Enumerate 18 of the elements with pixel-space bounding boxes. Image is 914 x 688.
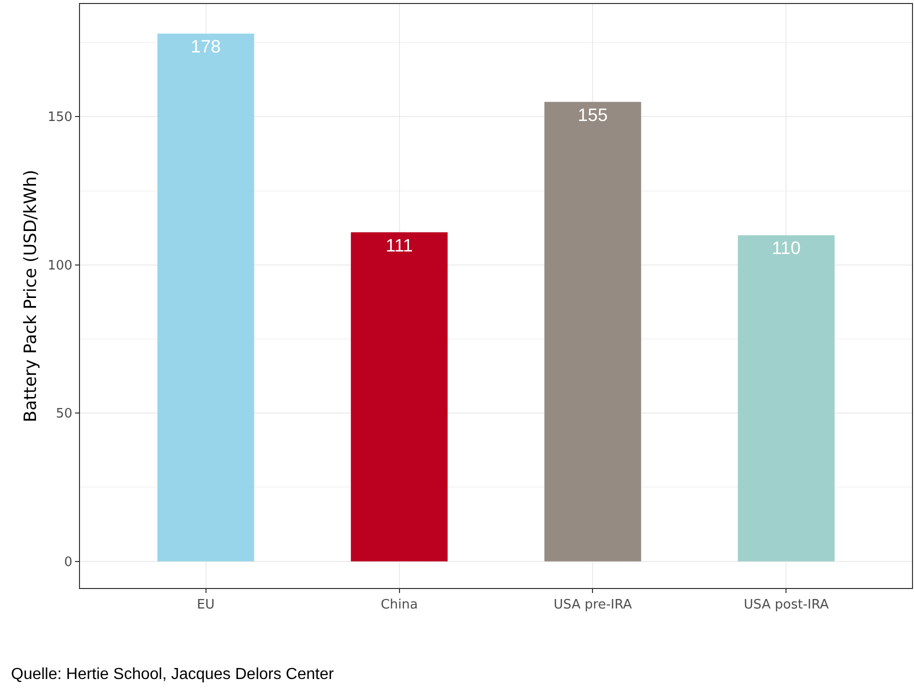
data-label: 155 (578, 104, 608, 125)
y-axis-title: Battery Pack Price (USD/kWh) (21, 170, 41, 422)
bar (157, 34, 254, 562)
data-label: 178 (190, 36, 221, 57)
bar (738, 235, 835, 562)
data-label: 110 (772, 238, 801, 258)
y-tick-label: 100 (48, 258, 72, 274)
bar (350, 232, 448, 562)
x-tick-label: EU (196, 598, 215, 613)
x-tick-label: USA post-IRA (744, 598, 829, 613)
y-tick-label: 50 (56, 406, 72, 422)
bar (544, 102, 642, 562)
y-tick-label: 150 (48, 110, 72, 126)
x-tick-label: USA pre-IRA (554, 598, 632, 613)
x-tick-label: China (380, 598, 418, 613)
source-note: Quelle: Hertie School, Jacques Delors Center (11, 666, 334, 683)
data-label: 111 (386, 235, 413, 256)
y-tick-label: 0 (64, 554, 72, 570)
